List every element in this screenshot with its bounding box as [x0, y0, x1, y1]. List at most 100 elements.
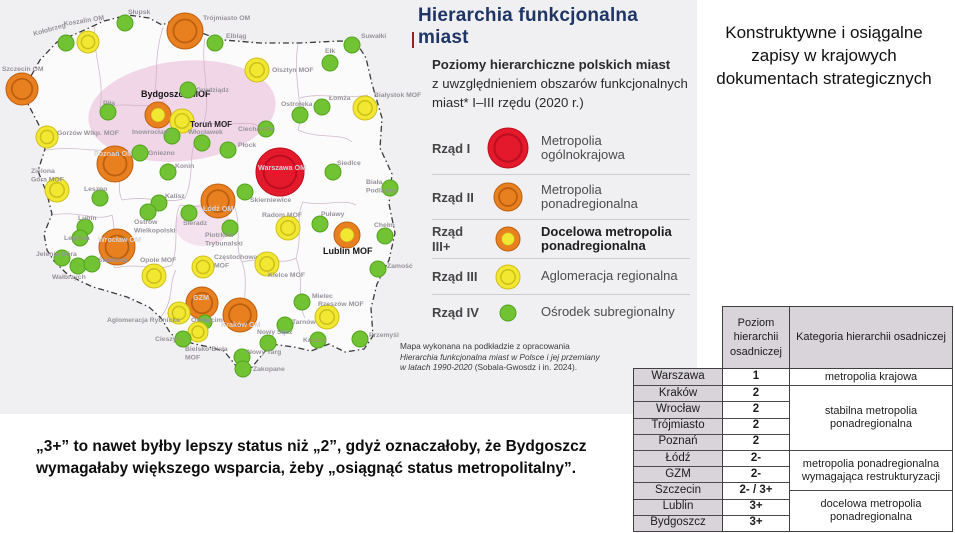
table-cell-level-gzm: 2-: [723, 466, 789, 483]
legend-item-rzad-iii: Rząd III+ Docelowa metropolia ponadregion…: [432, 219, 690, 258]
city-marker-olsztyn-mof: [244, 57, 270, 83]
legend-marker-icon-iii: [495, 264, 521, 289]
table-cell-level-warszawa: 1: [723, 369, 789, 386]
city-label-grudziadz: Grudziądz: [196, 87, 229, 94]
map-legend-panel: Szczecin OM Kołobrzeg Koszalin OM Słupsk Tró…: [0, 0, 697, 414]
city-marker-zakopane: [234, 360, 252, 378]
city-marker-trojmiasto-om: [166, 12, 204, 50]
city-label-kolobrzeg: Kołobrzeg: [33, 22, 67, 38]
legend-item-rzad-i: Rząd I Metropolia ogólnokrajowa: [432, 122, 690, 174]
city-marker-piotrkow-trybunalski: [221, 219, 239, 237]
city-marker-poznan-om: [96, 145, 134, 183]
city-marker-krosno: [309, 331, 327, 349]
hierarchy-table: Warszawa Kraków Wrocław Trójmiasto Poznań Łód…: [633, 306, 953, 532]
city-label-szczecin-om: Szczecin OM: [2, 66, 44, 73]
city-marker-kalisz: [150, 194, 168, 212]
table-cell-city-bydgoszcz: Bydgoszcz: [634, 514, 722, 531]
legend-panel: Hierarchia funkcjonalna miast Poziomy hi…: [406, 0, 694, 414]
city-marker-nowy-sacz: [259, 334, 277, 352]
table-cell-level-wroclaw: 2: [723, 401, 789, 418]
table-category-column: Kategoria hierarchii osadniczej metropoli…: [790, 306, 953, 532]
city-label-walbrzych: Wałbrzych: [52, 274, 86, 281]
city-marker-leszno: [91, 189, 109, 207]
table-cell-city-poznan: Poznań: [634, 433, 722, 450]
city-label-krakow-om: Kraków OM: [221, 320, 261, 329]
table-header-level: Poziom hierarchii osadniczej: [723, 307, 789, 369]
city-marker-elblag: [206, 34, 224, 52]
city-label-wroclaw-om: Wrocław OM: [98, 235, 141, 244]
city-label-konin: Konin: [175, 163, 194, 170]
city-label-slupsk: Słupsk: [128, 9, 151, 16]
table-cell-level-lodz: 2-: [723, 449, 789, 467]
city-label-ostroleka: Ostrołęka: [281, 101, 313, 108]
legend-item-rzad-iv: Rząd IV Ośrodek subregionalny: [432, 294, 690, 330]
city-label-jelenia-gora: Jelenia Góra: [36, 251, 77, 258]
city-marker-przemysl: [351, 330, 369, 348]
city-marker-aglomeracja-rybnicka: [167, 301, 191, 325]
city-label-bielsko-biala-mof: Bielsko-Biała MOF: [185, 346, 228, 361]
city-marker-chelm: [376, 227, 394, 245]
legend-marker-icon-i: [487, 127, 529, 169]
city-label-bydgoszcz-mof: Bydgoszcz MOF: [141, 89, 211, 99]
city-marker-pulawy: [311, 215, 329, 233]
city-marker-czestochowa-mof: [191, 255, 215, 279]
legend-subtitle: Poziomy hierarchiczne polskich miast z u…: [432, 55, 688, 112]
city-label-legnica: Legnica: [64, 235, 90, 242]
city-marker-bialystok-mof: [352, 95, 378, 121]
city-label-przemysl: Przemyśl: [369, 332, 399, 339]
table-cell-category-2: stabilna metropolia ponadregionalna: [790, 385, 952, 450]
city-marker-jelenia-gora: [53, 249, 71, 267]
city-label-kielce-mof: Kielce MOF: [268, 272, 305, 279]
city-marker-lublin-mof: [333, 221, 361, 249]
city-marker-gzm: [185, 286, 219, 320]
city-marker-szczecin-om: [5, 72, 39, 106]
city-label-piotrkow-trybunalski: Piotrków Trybunalski: [205, 232, 243, 247]
table-cell-level-poznan: 2: [723, 433, 789, 450]
city-label-poznan-om: Poznań OM: [94, 149, 133, 158]
city-marker-sieradz: [180, 204, 198, 222]
city-label-plock: Płock: [238, 142, 256, 149]
city-label-zakopane: Zakopane: [253, 366, 285, 373]
city-marker-cieszyn: [174, 330, 192, 348]
legend-desc-label: Docelowa metropolia ponadregionalna: [541, 223, 672, 253]
city-label-suwalki: Suwałki: [361, 33, 386, 40]
city-marker-opole-mof: [141, 263, 167, 289]
legend-item-rzad-iii: Rząd III Aglomeracja regionalna: [432, 258, 690, 294]
city-label-biala-podlaska: Biała Podlaska: [366, 179, 396, 194]
city-label-lublin-mof: Lublin MOF: [323, 246, 373, 256]
table-cell-level-szczecin: 2- / 3+: [723, 482, 789, 499]
city-marker-lomza: [313, 98, 331, 116]
table-cell-city-krakow: Kraków: [634, 385, 722, 402]
city-label-zielona-gora-mof: Zielona Góra MOF: [31, 168, 64, 183]
city-label-aglomeracja-rybnicka: Aglomeracja Rybnicka: [107, 317, 180, 324]
city-marker-swidnica: [83, 255, 101, 273]
city-label-elk: Ełk: [325, 48, 335, 55]
city-label-ostrow-wielkopolski: Ostrów Wielkopolski: [134, 219, 176, 234]
city-label-skierniewice: Skierniewice: [250, 197, 291, 204]
city-marker-zamosc: [369, 260, 387, 278]
legend-rank-label: Rząd III+: [432, 224, 464, 254]
city-label-mielec: Mielec: [312, 293, 333, 300]
legend-marker-icon-iv: [499, 304, 517, 321]
city-marker-rzeszow-mof: [314, 304, 340, 330]
city-label-torun-mof: Toruń MOF: [190, 120, 232, 129]
legend-rank-label: Rząd III: [432, 269, 478, 284]
city-label-bialystok-mof: Białystok MOF: [374, 92, 421, 99]
table-cell-city-gzm: GZM: [634, 466, 722, 483]
source-note-line1: Mapa wykonana na podkładzie z opracowani…: [400, 341, 570, 351]
city-marker-radom-mof: [275, 215, 301, 241]
legend-rank-label: Rząd II: [432, 189, 474, 205]
city-marker-mielec: [293, 293, 311, 311]
city-label-lomza: Łomża: [329, 95, 351, 102]
city-marker-bielsko-biala-mof: [187, 321, 209, 343]
city-label-czestochowa-mof: Częstochowa MOF: [214, 254, 258, 269]
city-marker-walbrzych: [69, 257, 87, 275]
city-marker-ostrow-wielkopolski: [139, 203, 157, 221]
city-marker-skierniewice: [236, 183, 254, 201]
city-marker-ciechanow: [257, 120, 275, 138]
city-label-lubin: Lubin: [78, 215, 97, 222]
city-label-nowy-sacz: Nowy Sącz: [257, 329, 293, 336]
legend-title: Hierarchia funkcjonalna miast: [418, 5, 639, 48]
